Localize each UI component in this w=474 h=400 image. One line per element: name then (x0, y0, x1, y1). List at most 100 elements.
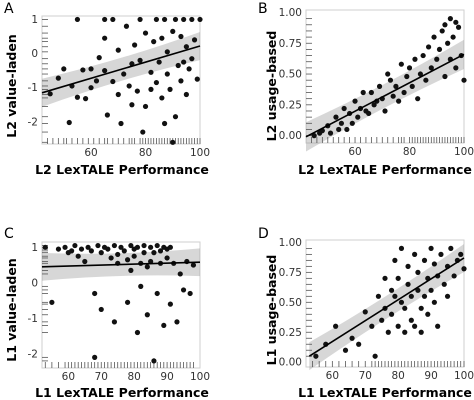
data-point-d (402, 305, 408, 311)
data-point-c (148, 244, 154, 250)
data-point-a (123, 23, 130, 29)
y-tick-label-d: 0.75 (279, 267, 302, 279)
data-point-c (128, 242, 134, 249)
data-point-b (401, 89, 407, 96)
data-point-d (382, 275, 388, 281)
data-point-c (144, 264, 150, 270)
y-tick-label-a: 0 (31, 48, 38, 60)
y-tick-label-d: 0.25 (279, 327, 302, 339)
y-axis-title-c: L1 value-laden (4, 258, 19, 362)
data-point-c (177, 271, 183, 277)
y-axis-title-b: L2 usage-based (264, 31, 279, 142)
data-point-c (124, 257, 131, 263)
data-point-a (148, 69, 154, 75)
data-point-d (431, 299, 437, 305)
data-point-a (151, 39, 157, 45)
data-point-d (425, 311, 431, 317)
data-point-c (118, 244, 124, 250)
data-point-a (55, 75, 61, 81)
data-point-c (55, 246, 62, 252)
x-tick-label-d: 70 (359, 370, 372, 382)
data-point-b (376, 83, 383, 89)
data-point-c (180, 287, 187, 293)
data-point-b (387, 77, 394, 83)
data-point-a (74, 94, 81, 100)
data-point-d (402, 329, 408, 335)
data-point-a (191, 37, 198, 43)
data-point-a (129, 102, 135, 108)
data-point-c (69, 248, 75, 254)
x-tick-label-b: 100 (454, 146, 474, 158)
y-tick-label-c: 0 (31, 277, 38, 289)
regression-line-d (308, 257, 465, 357)
data-point-b (439, 28, 445, 34)
data-point-a (186, 66, 192, 72)
data-point-d (398, 299, 405, 305)
data-point-c (88, 248, 94, 254)
data-point-a (126, 83, 132, 89)
panel-letter-b: B (258, 1, 268, 17)
data-point-d (418, 305, 424, 311)
data-point-d (342, 347, 349, 353)
data-point-d (415, 269, 421, 275)
data-point-b (425, 44, 432, 50)
data-point-a (159, 35, 165, 41)
data-point-d (418, 329, 424, 335)
data-point-d (428, 245, 434, 251)
data-point-a (181, 16, 187, 23)
data-point-c (42, 244, 48, 250)
data-point-b (344, 126, 350, 133)
data-point-b (311, 133, 317, 139)
data-point-d (333, 323, 339, 329)
data-point-c (138, 283, 144, 289)
data-point-d (362, 309, 368, 315)
data-point-d (372, 353, 378, 359)
y-tick-label-d: 1.00 (279, 237, 302, 249)
data-point-a (142, 103, 149, 110)
data-point-a (47, 91, 53, 97)
data-point-a (178, 78, 184, 84)
data-point-b (442, 73, 448, 80)
data-point-d (375, 293, 382, 299)
data-point-d (395, 275, 401, 281)
y-tick-label-b: 0.50 (279, 69, 302, 81)
data-point-a (181, 59, 187, 65)
data-point-d (444, 293, 451, 299)
data-point-d (415, 287, 421, 293)
data-point-c (167, 244, 173, 250)
data-point-c (157, 248, 164, 254)
data-point-a (140, 129, 146, 135)
data-point-b (368, 89, 374, 96)
x-tick-label-d: 100 (454, 370, 474, 382)
data-point-a (156, 59, 162, 65)
data-point-d (458, 251, 464, 257)
data-point-c (151, 358, 157, 364)
x-axis-title-d: L1 LexTALE Performance (298, 385, 472, 400)
data-point-c (49, 299, 55, 305)
data-point-a (102, 68, 108, 74)
data-point-a (74, 16, 81, 23)
data-point-b (423, 77, 429, 83)
panel-letter-c: C (4, 226, 14, 242)
data-point-c (92, 290, 98, 297)
data-point-a (115, 47, 121, 53)
data-point-b (349, 120, 355, 126)
data-point-a (164, 49, 170, 55)
x-tick-label-c: 60 (62, 371, 75, 383)
data-point-d (438, 251, 444, 257)
data-point-b (436, 46, 443, 53)
plot-area-b (305, 9, 465, 144)
data-point-a (170, 139, 176, 145)
data-point-a (167, 86, 173, 92)
regression-line-c (41, 261, 201, 268)
data-point-a (134, 88, 140, 94)
data-point-d (395, 323, 401, 329)
data-point-b (355, 114, 361, 120)
data-point-b (404, 73, 410, 80)
data-point-d (392, 293, 398, 299)
x-tick-label-a: 60 (84, 147, 97, 159)
data-point-b (453, 19, 459, 25)
data-point-d (428, 287, 434, 293)
data-point-c (154, 242, 160, 249)
data-point-c (174, 319, 180, 325)
